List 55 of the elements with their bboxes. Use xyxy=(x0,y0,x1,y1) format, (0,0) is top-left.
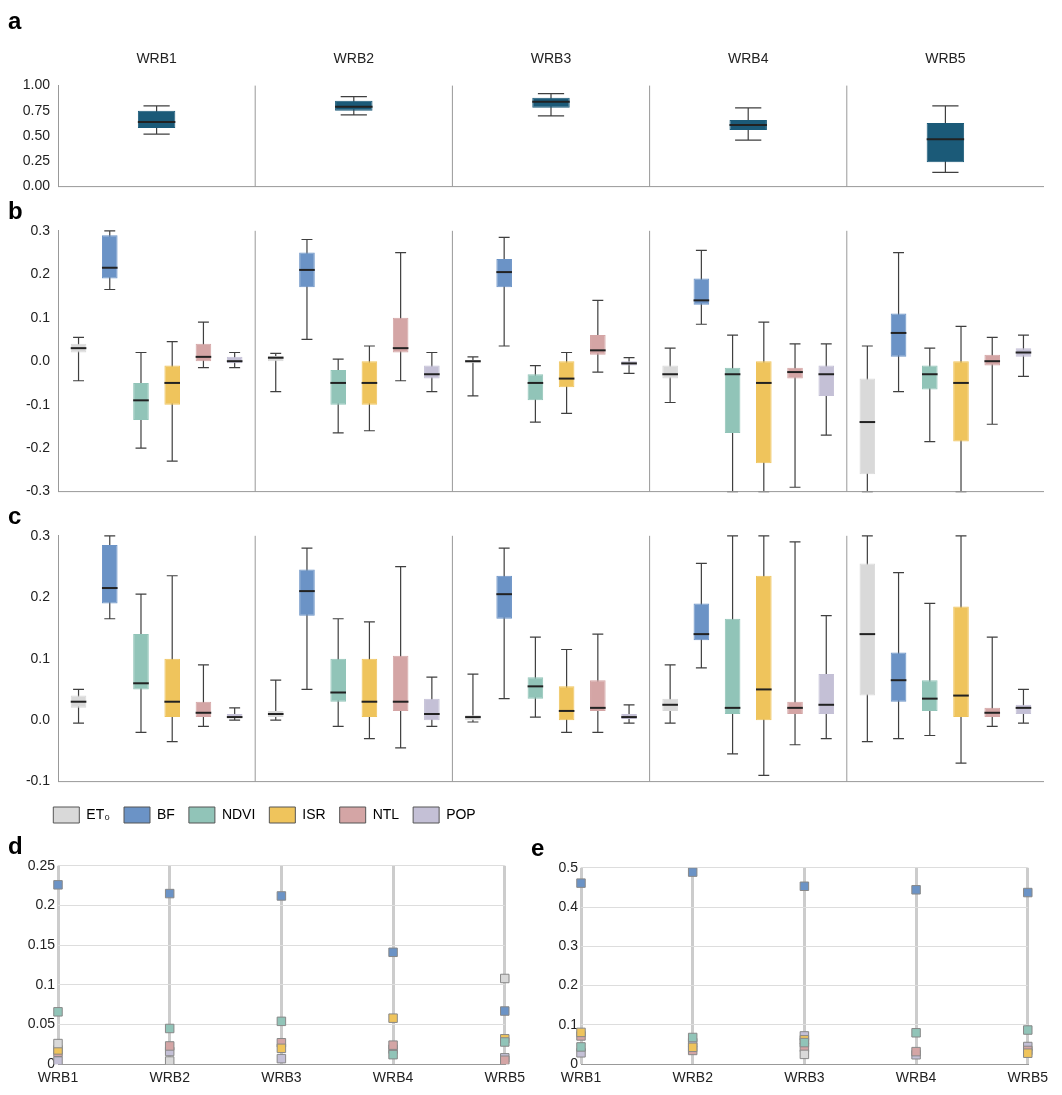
x-tick-label: WRB2 xyxy=(149,1069,191,1086)
y-tick-label: 0.2 xyxy=(30,588,51,605)
y-tick-label: 0 xyxy=(570,1055,579,1072)
legend-label: ISR xyxy=(302,805,326,822)
chart-title: e xyxy=(531,834,545,862)
y-tick-label: 0.2 xyxy=(30,265,51,282)
x-tick-label: WRB3 xyxy=(261,1069,302,1086)
y-tick-label: 0.0 xyxy=(30,352,51,369)
x-tick-label: WRB1 xyxy=(560,1069,602,1086)
legend-label: NTL xyxy=(372,805,400,822)
x-tick-label: WRB4 xyxy=(372,1069,414,1086)
y-tick-label: 0.1 xyxy=(30,649,51,666)
y-tick-label: 0.3 xyxy=(30,526,51,543)
x-tick-label: WRB2 xyxy=(333,50,375,67)
y-tick-label: 1.00 xyxy=(22,76,51,93)
y-tick-label: 0 xyxy=(47,1055,56,1072)
legend-label: POP xyxy=(446,805,476,822)
x-tick-label: WRB3 xyxy=(784,1069,825,1086)
y-tick-label: 0.1 xyxy=(30,308,51,325)
chart-title: b xyxy=(8,197,23,225)
legend-label: BF xyxy=(157,805,175,822)
y-tick-label: 0.25 xyxy=(22,152,51,169)
x-tick-label: WRB5 xyxy=(925,50,966,67)
y-tick-label: -0.2 xyxy=(25,438,51,455)
y-tick-label: -0.1 xyxy=(25,395,51,412)
y-tick-label: 0.25 xyxy=(27,856,56,873)
y-tick-label: 0.3 xyxy=(558,937,579,954)
y-tick-label: 0.2 xyxy=(35,896,56,913)
x-tick-label: WRB1 xyxy=(37,1069,79,1086)
chart-title: d xyxy=(8,832,23,860)
y-tick-label: 0.0 xyxy=(30,711,51,728)
y-tick-label: 0.05 xyxy=(27,1015,56,1032)
x-tick-label: WRB4 xyxy=(727,50,769,67)
chart-title: a xyxy=(8,7,22,35)
y-tick-label: 0.1 xyxy=(558,1015,579,1032)
x-tick-label: WRB1 xyxy=(136,50,178,67)
y-tick-label: -0.3 xyxy=(25,482,51,499)
y-tick-label: 0.75 xyxy=(22,101,51,118)
y-tick-label: 0.5 xyxy=(558,858,579,875)
legend-label: ET₀ xyxy=(86,805,111,822)
y-tick-label: 0.15 xyxy=(27,936,56,953)
y-tick-label: 0.3 xyxy=(30,221,51,238)
x-tick-label: WRB4 xyxy=(895,1069,937,1086)
x-tick-label: WRB5 xyxy=(1007,1069,1049,1086)
y-tick-label: 0.1 xyxy=(35,975,56,992)
x-tick-label: WRB5 xyxy=(484,1069,526,1086)
chart-title: c xyxy=(8,502,22,530)
y-tick-label: 0.2 xyxy=(558,976,579,993)
x-tick-label: WRB3 xyxy=(530,50,572,67)
y-tick-label: 0.50 xyxy=(22,126,51,143)
y-tick-label: -0.1 xyxy=(25,772,51,789)
y-tick-label: 0.4 xyxy=(558,897,579,914)
x-tick-label: WRB2 xyxy=(672,1069,714,1086)
y-tick-label: 0.00 xyxy=(22,177,51,194)
legend-label: NDVI xyxy=(221,805,256,822)
